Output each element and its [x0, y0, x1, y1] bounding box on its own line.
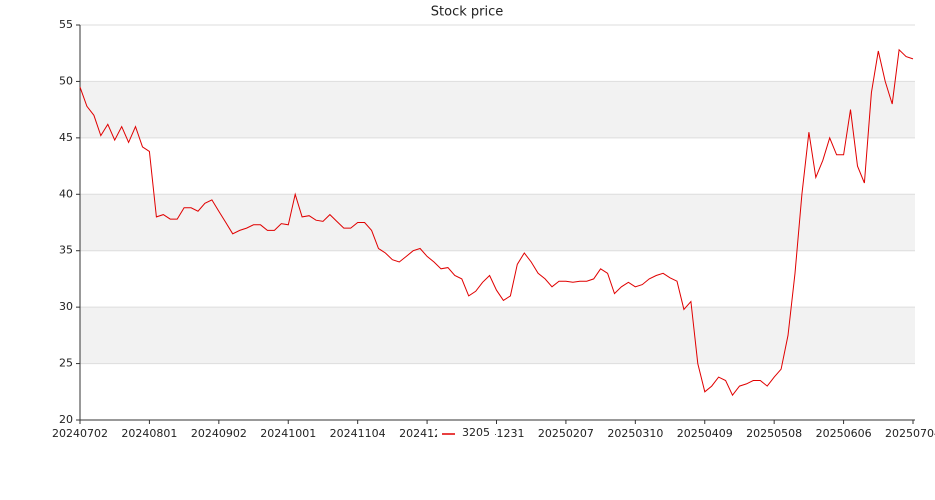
x-tick-label: 20240902 — [191, 427, 247, 440]
x-tick-label: 20241104 — [330, 427, 386, 440]
y-tick-label: 50 — [59, 74, 73, 87]
grid-band — [80, 81, 915, 138]
grid-band — [80, 194, 915, 251]
x-tick-label: 20250409 — [677, 427, 733, 440]
x-tick-label: 20250310 — [607, 427, 663, 440]
grid-band — [80, 307, 915, 364]
y-tick-label: 55 — [59, 18, 73, 31]
y-tick-label: 20 — [59, 413, 73, 426]
line-series — [79, 48, 914, 397]
x-tick-label: 20250207 — [538, 427, 594, 440]
y-tick-label: 35 — [59, 244, 73, 257]
y-tick-label: 40 — [59, 187, 73, 200]
chart-title: Stock price — [431, 5, 503, 20]
legend-label: 3205 — [462, 426, 490, 439]
x-tick-label: 20250704 — [885, 427, 935, 440]
y-tick-label: 30 — [59, 300, 73, 313]
x-tick-label: 20240801 — [121, 427, 177, 440]
y-tick-label: 45 — [59, 131, 73, 144]
x-tick-label: 20250606 — [816, 427, 872, 440]
y-tick-label: 25 — [59, 357, 73, 370]
x-tick-label: 20241001 — [260, 427, 316, 440]
legend: 3205 — [437, 424, 495, 443]
x-tick-label: 20250508 — [746, 427, 802, 440]
legend-box — [437, 424, 495, 443]
x-tick-label: 20240702 — [52, 427, 108, 440]
